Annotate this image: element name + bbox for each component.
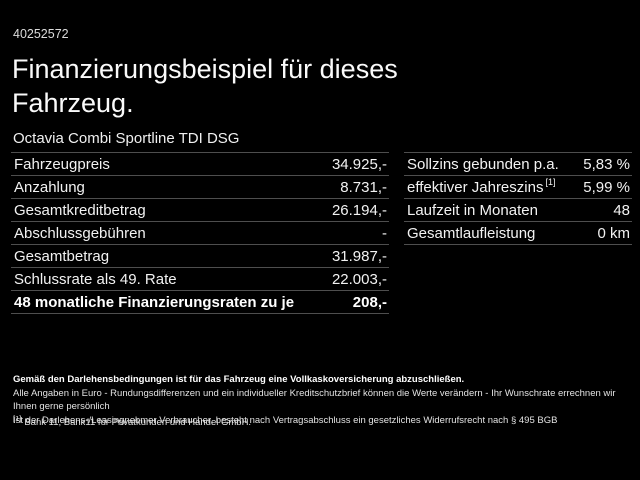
table-row: Laufzeit in Monaten 48: [404, 198, 632, 221]
vehicle-model-subtitle: Octavia Combi Sportline TDI DSG: [13, 130, 240, 147]
table-row: Fahrzeugpreis 34.925,-: [11, 152, 389, 175]
page-title: Finanzierungsbeispiel für dieses Fahrzeu…: [12, 54, 398, 118]
financing-costs-table: Fahrzeugpreis 34.925,- Anzahlung 8.731,- Ges…: [11, 152, 389, 314]
row-label: Gesamtbetrag: [14, 247, 110, 265]
table-row: Schlussrate als 49. Rate 22.003,-: [11, 267, 389, 290]
table-row: effektiver Jahreszins [1] 5,99 %: [404, 175, 632, 198]
row-value: -: [382, 224, 387, 242]
disclaimer-line-values: Alle Angaben in Euro - Rundungsdifferenz…: [13, 387, 616, 413]
row-label: Sollzins gebunden p.a.: [407, 155, 559, 173]
row-value: 34.925,-: [331, 155, 387, 173]
row-label: Gesamtlaufleistung: [407, 224, 536, 242]
row-value: 31.987,-: [331, 247, 387, 265]
table-row: Abschlussgebühren -: [11, 221, 389, 244]
row-value: 0 km: [597, 224, 630, 242]
table-row: Anzahlung 8.731,-: [11, 175, 389, 198]
row-label: effektiver Jahreszins [1]: [407, 176, 556, 196]
table-row: Sollzins gebunden p.a. 5,83 %: [404, 152, 632, 175]
row-label: Schlussrate als 49. Rate: [14, 270, 177, 288]
disclaimer-line-withdrawal: Ist der Darlehens-/Leasingnehmer Verbrau…: [13, 414, 558, 426]
row-value: 48: [613, 201, 630, 219]
row-value: 208,-: [352, 293, 387, 311]
disclaimer-text: Gemäß den Darlehensbedingungen ist für d…: [13, 373, 629, 427]
table-row: 48 monatliche Finanzierungsraten zu je 20…: [11, 290, 389, 313]
footnote-reference: [1]: [545, 176, 556, 187]
table-row: Gesamtkreditbetrag 26.194,-: [11, 198, 389, 221]
row-label: Abschlussgebühren: [14, 224, 146, 242]
row-value: 5,83 %: [583, 155, 630, 173]
row-label: Gesamtkreditbetrag: [14, 201, 146, 219]
row-value: 5,99 %: [583, 178, 630, 196]
row-value: 22.003,-: [331, 270, 387, 288]
footnote-marker: [1]: [13, 413, 22, 423]
table-row: Gesamtbetrag 31.987,-: [11, 244, 389, 267]
row-value: 8.731,-: [340, 178, 387, 196]
row-label: Laufzeit in Monaten: [407, 201, 538, 219]
vehicle-id: 40252572: [13, 27, 69, 41]
interest-terms-table: Sollzins gebunden p.a. 5,83 % effektiver J…: [404, 152, 632, 245]
row-label: Anzahlung: [14, 178, 85, 196]
bank-footnote: [1] Bank 11, Bank11 für Privatkunden und …: [13, 413, 252, 428]
row-label: 48 monatliche Finanzierungsraten zu je: [14, 293, 295, 311]
disclaimer-line-insurance: Gemäß den Darlehensbedingungen ist für d…: [13, 374, 465, 385]
table-row: Gesamtlaufleistung 0 km: [404, 221, 632, 244]
row-label: Fahrzeugpreis: [14, 155, 110, 173]
footnote-text: Bank 11, Bank11 für Privatkunden und Han…: [24, 417, 252, 428]
row-value: 26.194,-: [331, 201, 387, 219]
